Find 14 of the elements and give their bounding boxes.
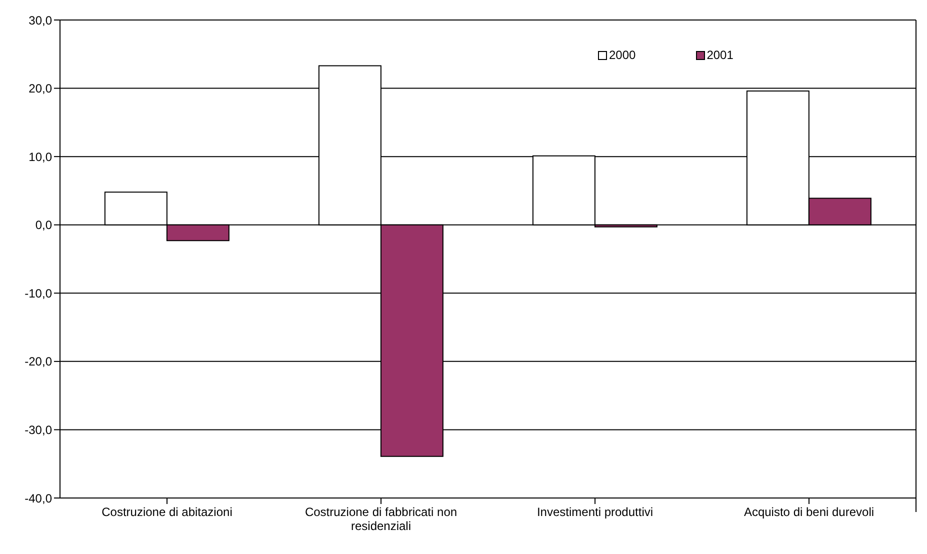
x-tick-label: Investimenti produttivi — [536, 505, 654, 519]
y-tick-label: 30,0 — [28, 13, 52, 28]
x-tick-label: Costruzione di abitazioni — [102, 505, 232, 519]
y-tick-label: -30,0 — [24, 422, 52, 437]
y-tick-label: 20,0 — [28, 82, 52, 96]
y-tick-label: -20,0 — [24, 354, 52, 369]
legend-label: 2000 — [608, 48, 636, 62]
legend-label: 2001 — [706, 48, 734, 62]
x-tick-label: Acquisto di beni durevoli — [744, 505, 874, 519]
y-tick-label: 0,0 — [35, 218, 52, 232]
y-tick-label: -10,0 — [24, 286, 52, 300]
y-tick-label: -40,0 — [24, 491, 52, 506]
x-tick-label: Costruzione di fabbricati non residenziali — [304, 505, 458, 533]
y-tick-label: 10,0 — [28, 150, 52, 164]
